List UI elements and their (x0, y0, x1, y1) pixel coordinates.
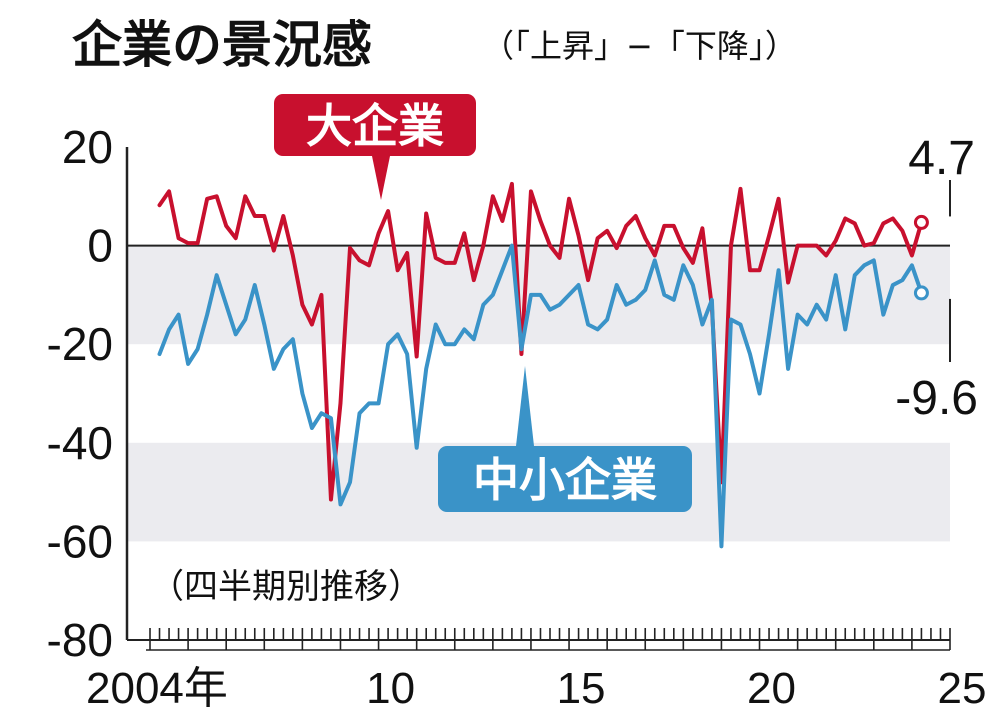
chart-subtitle: （「上昇」−「下降」） (482, 27, 797, 65)
legend-pointer-small-firms (516, 366, 534, 446)
x-tick-label: 25 (938, 664, 987, 713)
period-note: （四半期別推移） (150, 567, 422, 607)
x-tick-label: 20 (747, 664, 796, 713)
x-tick-label: 15 (557, 664, 606, 713)
end-value-large-firms: 4.7 (908, 132, 975, 185)
x-axis-tick-labels: 2004年 10 15 20 25 (86, 664, 986, 713)
x-tick-label: 10 (366, 664, 415, 713)
series-line (157, 243, 924, 549)
legend-pointer-large-firms (372, 156, 390, 200)
legend-box-large-firms (274, 94, 476, 156)
legend-box-small-firms (438, 446, 692, 512)
y-axis-tick-labels: 20 0 -20 -40 -60 -80 (47, 121, 113, 666)
y-tick-label: -60 (47, 515, 113, 567)
y-tick-label: -80 (47, 614, 113, 666)
y-tick-label: 20 (62, 121, 113, 173)
series-end-marker (913, 285, 929, 301)
y-tick-label: -40 (47, 417, 113, 469)
series-line (157, 181, 924, 502)
x-tick-label: 2004年 (86, 664, 228, 713)
series-group (157, 181, 929, 549)
legend-label-large-firms: 大企業 (306, 99, 444, 153)
end-value-small-firms: -9.6 (895, 372, 978, 425)
series-end-marker (913, 214, 929, 230)
y-tick-label: -20 (47, 318, 113, 370)
y-tick-label: 0 (87, 220, 113, 272)
legend-label-small-firms: 中小企業 (473, 453, 657, 507)
chart-title: 企業の景況感 (72, 16, 372, 74)
x-axis-ticks (146, 628, 951, 651)
